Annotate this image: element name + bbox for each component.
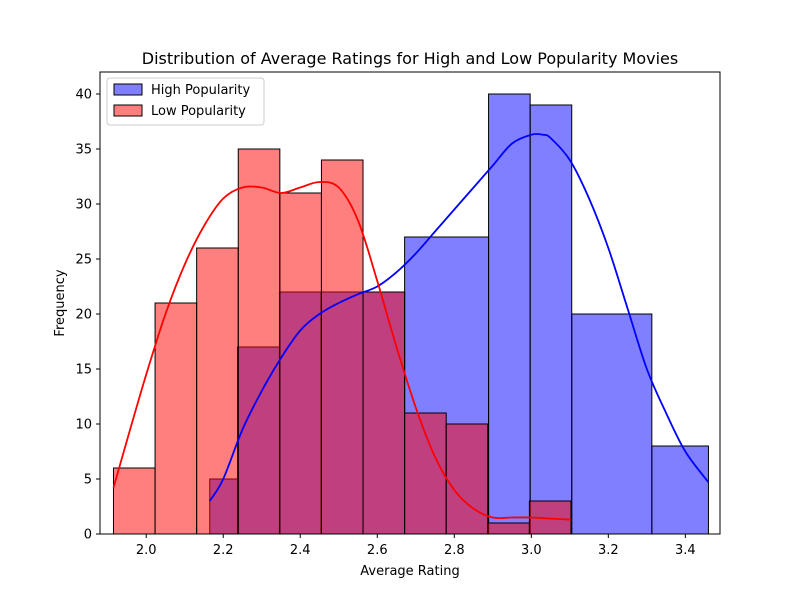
bar-low-popularity-3 — [237, 148, 281, 535]
kde-layer — [112, 133, 710, 521]
bar-low-popularity-4 — [279, 192, 322, 535]
legend: High Popularity Low Popularity — [106, 77, 265, 126]
x-tick-label: 2.2 — [213, 543, 234, 558]
x-axis: 2.0 2.2 2.4 2.6 2.8 3.0 3.2 3.4 — [136, 534, 696, 558]
y-tick-label: 0 — [84, 528, 92, 543]
bar-low-popularity-2 — [196, 247, 239, 535]
bar-low-popularity-7 — [404, 412, 447, 535]
x-tick-label: 3.2 — [598, 543, 619, 558]
legend-swatch-low-popularity — [113, 104, 143, 117]
y-axis: 0 5 10 15 20 25 30 35 40 — [75, 88, 100, 543]
bar-low-popularity-0 — [112, 467, 156, 535]
legend-label-high-popularity: High Popularity — [151, 83, 250, 98]
y-tick-label: 10 — [75, 418, 92, 433]
x-tick-label: 2.4 — [290, 543, 311, 558]
legend-label-low-popularity: Low Popularity — [151, 104, 246, 119]
kde-line-high-popularity — [208, 133, 710, 502]
bar-low-popularity-9 — [487, 522, 530, 535]
bar-high-popularity-6 — [488, 93, 531, 535]
y-tick-label: 5 — [84, 473, 92, 488]
legend-swatch-high-popularity — [113, 83, 143, 96]
plot-frame — [99, 71, 721, 535]
bar-low-popularity-1 — [154, 302, 198, 535]
y-axis-title: Frequency — [53, 269, 68, 336]
x-axis-title: Average Rating — [360, 564, 459, 579]
x-tick-label: 2.0 — [136, 543, 157, 558]
y-tick-label: 25 — [75, 253, 92, 268]
bar-low-popularity-8 — [445, 423, 489, 535]
bar-high-popularity-7 — [529, 104, 573, 535]
y-tick-label: 15 — [75, 363, 92, 378]
x-tick-label: 3.4 — [675, 543, 696, 558]
kde-line-low-popularity — [112, 181, 572, 521]
y-tick-label: 20 — [75, 308, 92, 323]
bar-high-popularity-9 — [651, 445, 709, 535]
bar-low-popularity-6 — [362, 291, 406, 535]
x-tick-label: 2.8 — [444, 543, 465, 558]
x-tick-label: 3.0 — [521, 543, 542, 558]
y-tick-label: 30 — [75, 198, 92, 213]
bars-layer — [112, 93, 709, 535]
x-tick-label: 2.6 — [367, 543, 388, 558]
y-tick-label: 35 — [75, 143, 92, 158]
legend-box — [106, 77, 265, 126]
chart-title: Distribution of Average Ratings for High… — [142, 49, 678, 68]
y-tick-label: 40 — [75, 88, 92, 103]
